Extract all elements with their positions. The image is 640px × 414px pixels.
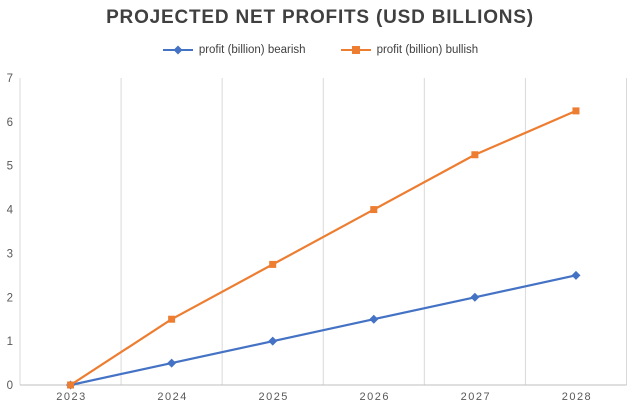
y-axis-tick-label: 1 — [7, 336, 13, 348]
data-point-diamond[interactable] — [369, 314, 379, 324]
series-line-bullish[interactable] — [69, 109, 578, 387]
data-point-square[interactable] — [269, 260, 277, 268]
y-axis-tick-label: 0 — [7, 380, 13, 392]
data-point-square[interactable] — [67, 381, 75, 389]
legend-square-glyph — [351, 46, 360, 54]
y-axis-tick-label: 3 — [7, 248, 13, 260]
data-point-diamond[interactable] — [268, 336, 278, 346]
x-axis-tick-label: 2024 — [157, 391, 187, 403]
chart-title: PROJECTED NET PROFITS (USD BILLIONS) — [106, 7, 534, 28]
data-point-square[interactable] — [370, 206, 378, 214]
legend-label-bearish: profit (billion) bearish — [198, 44, 306, 56]
y-axis-tick-label: 4 — [7, 205, 14, 217]
x-axis-tick-label: 2026 — [360, 391, 390, 403]
x-axis-tick-label: 2027 — [461, 391, 491, 403]
chart-legend: profit (billion) bearish profit (billion… — [0, 44, 640, 56]
y-axis-tick-label: 6 — [7, 117, 13, 129]
y-axis-tick-label: 2 — [7, 292, 13, 304]
x-axis-tick-label: 2028 — [562, 391, 592, 403]
legend-label-bullish: profit (billion) bullish — [376, 44, 479, 56]
legend-diamond-glyph — [173, 45, 183, 55]
diamond-marker-icon — [162, 45, 193, 55]
x-axis-tick-label: 2025 — [258, 391, 288, 403]
y-axis-tick-label: 5 — [7, 161, 13, 173]
data-point-square[interactable] — [471, 151, 479, 159]
data-point-diamond[interactable] — [571, 270, 581, 280]
legend-item-bullish[interactable]: profit (billion) bullish — [340, 44, 479, 56]
legend-item-bearish[interactable]: profit (billion) bearish — [162, 44, 306, 56]
y-axis-tick-label: 7 — [7, 73, 13, 85]
data-point-diamond[interactable] — [167, 358, 177, 368]
square-marker-icon — [340, 46, 371, 54]
data-point-square[interactable] — [572, 107, 580, 115]
data-point-diamond[interactable] — [470, 292, 480, 302]
x-axis-tick-label: 2023 — [56, 391, 86, 403]
data-point-square[interactable] — [168, 315, 176, 323]
series-line-bearish[interactable] — [69, 274, 578, 387]
